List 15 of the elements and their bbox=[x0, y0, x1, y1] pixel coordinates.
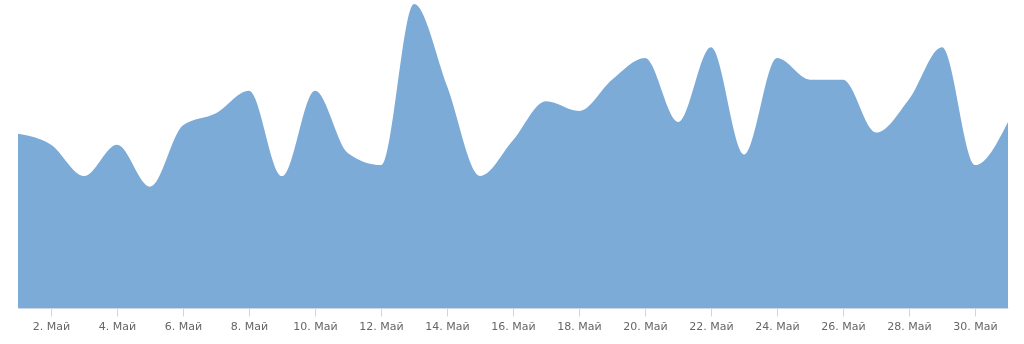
x-tick-label: 6. Май bbox=[164, 319, 203, 333]
x-tick-label: 22. Май bbox=[689, 319, 734, 333]
x-tick-label: 2. Май bbox=[32, 319, 71, 333]
x-tick-label: 16. Май bbox=[491, 319, 536, 333]
x-tick-label: 10. Май bbox=[293, 319, 338, 333]
x-tick-label: 18. Май bbox=[557, 319, 602, 333]
x-tick-label: 28. Май bbox=[887, 319, 932, 333]
x-tick-label: 26. Май bbox=[821, 319, 866, 333]
x-tick-label: 12. Май bbox=[359, 319, 404, 333]
x-tick-label: 4. Май bbox=[98, 319, 137, 333]
x-tick-label: 24. Май bbox=[755, 319, 800, 333]
x-tick-label: 8. Май bbox=[230, 319, 269, 333]
x-tick-label: 30. Май bbox=[953, 319, 998, 333]
x-tick-label: 14. Май bbox=[425, 319, 470, 333]
x-tick-label: 20. Май bbox=[623, 319, 668, 333]
